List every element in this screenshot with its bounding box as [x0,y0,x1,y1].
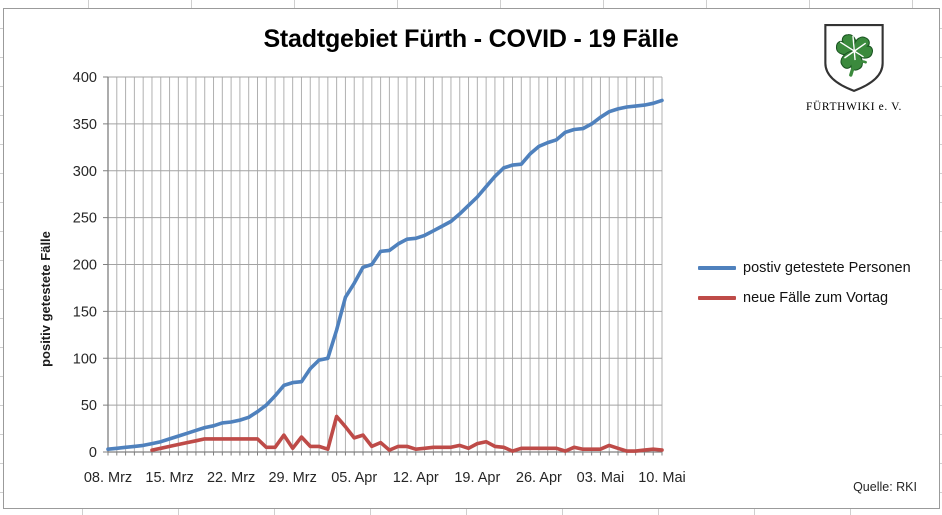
furthwiki-logo: FÜRTHWIKI e. V. [784,23,924,113]
svg-text:200: 200 [73,258,97,274]
svg-text:03. Mai: 03. Mai [577,470,625,486]
svg-text:12. Apr: 12. Apr [393,470,439,486]
svg-text:15. Mrz: 15. Mrz [145,470,193,486]
legend-label-new-cases: neue Fälle zum Vortag [743,290,889,306]
logo-caption: FÜRTHWIKI e. V. [805,101,903,113]
svg-text:400: 400 [73,70,97,86]
svg-text:10. Mai: 10. Mai [638,470,686,486]
svg-text:26. Apr: 26. Apr [516,470,562,486]
furth-coat-of-arms-clover-icon [824,24,884,93]
svg-text:50: 50 [81,398,97,414]
svg-text:29. Mrz: 29. Mrz [268,470,316,486]
chart-title: Stadtgebiet Fürth - COVID - 19 Fälle [263,25,679,53]
legend-line-red-icon [698,296,736,300]
svg-text:250: 250 [73,211,97,227]
svg-text:300: 300 [73,164,97,180]
svg-text:350: 350 [73,117,97,133]
spreadsheet-row-lines-left [0,0,3,515]
legend-label-positive-tested: postiv getestete Personen [743,260,911,276]
svg-text:22. Mrz: 22. Mrz [207,470,255,486]
spreadsheet-row-lines-right [938,0,942,515]
spreadsheet-column-lines-top [0,0,942,8]
svg-text:100: 100 [73,351,97,367]
svg-text:19. Apr: 19. Apr [454,470,500,486]
legend-item-positive-tested: postiv getestete Personen [698,257,911,279]
svg-text:05. Apr: 05. Apr [331,470,377,486]
spreadsheet-column-lines-bottom [0,508,942,515]
chart-frame: Stadtgebiet Fürth - COVID - 19 Fälle pos… [3,8,940,509]
legend-line-blue-icon [698,266,736,270]
svg-text:08. Mrz: 08. Mrz [84,470,132,486]
legend-item-new-cases: neue Fälle zum Vortag [698,287,911,309]
source-note: Quelle: RKI [853,480,917,494]
svg-text:150: 150 [73,304,97,320]
chart-plot: 0 50 100 150 200 250 300 350 400 08. Mrz 15. Mrz 22… [73,70,686,486]
svg-text:0: 0 [89,445,97,461]
chart-legend: postiv getestete Personen neue Fälle zum… [698,257,911,317]
